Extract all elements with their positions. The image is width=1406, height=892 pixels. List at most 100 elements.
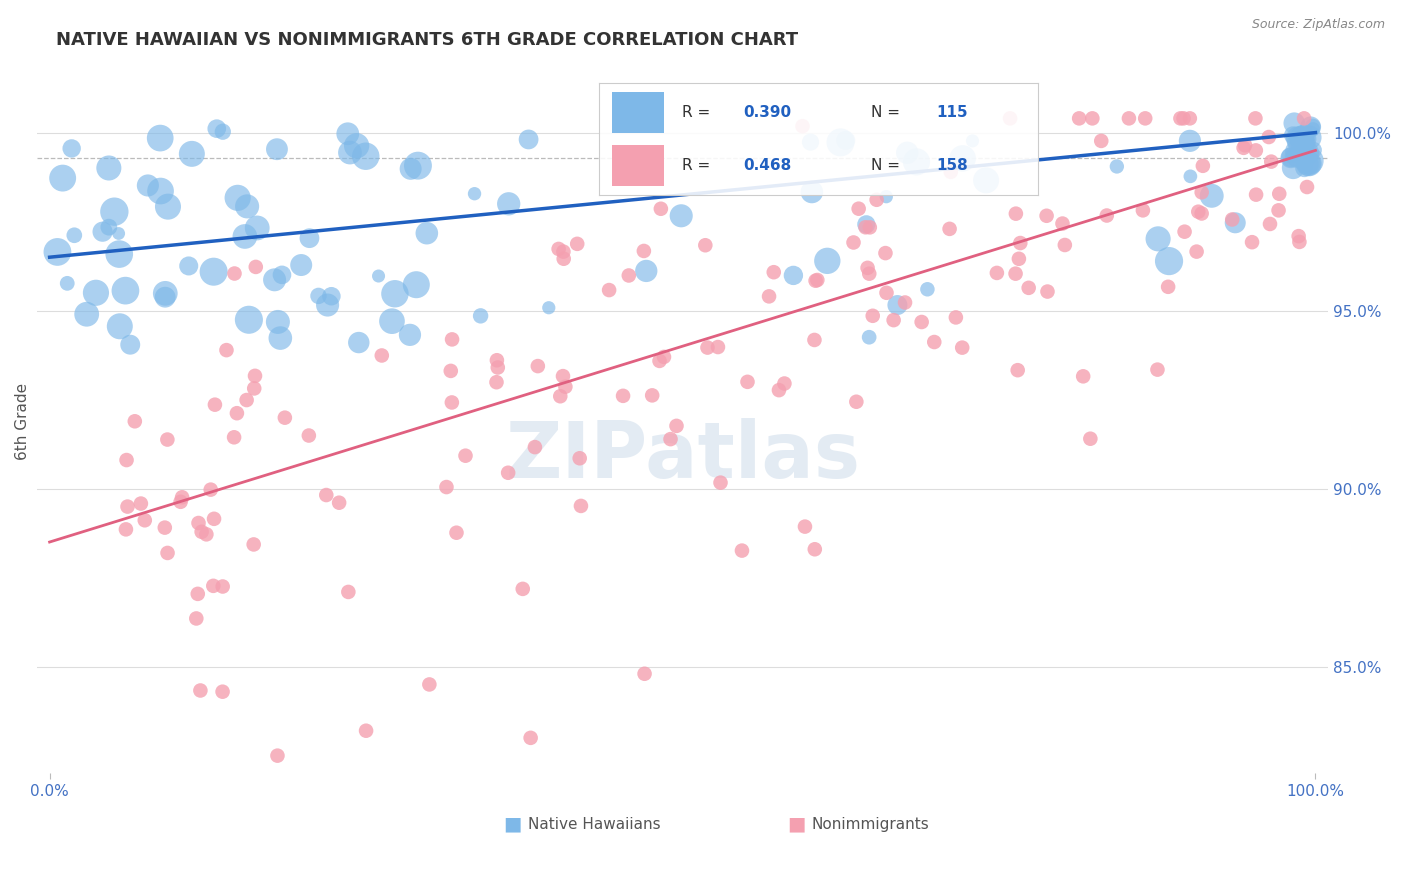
Point bbox=[896, 145, 918, 160]
Point bbox=[1232, 141, 1254, 155]
Point bbox=[103, 204, 125, 219]
Point bbox=[267, 315, 290, 329]
Point bbox=[1260, 154, 1282, 169]
Point bbox=[804, 542, 827, 557]
Point bbox=[517, 132, 540, 146]
Point bbox=[1302, 143, 1324, 157]
Point bbox=[290, 258, 312, 272]
Point bbox=[1244, 112, 1267, 126]
Point bbox=[485, 375, 508, 389]
Point bbox=[136, 178, 159, 193]
Point bbox=[1071, 369, 1094, 384]
Point bbox=[371, 349, 394, 363]
Point bbox=[1090, 134, 1112, 148]
Text: ZIPatlas: ZIPatlas bbox=[505, 418, 860, 494]
Point bbox=[498, 196, 520, 211]
Point bbox=[886, 298, 908, 312]
Point bbox=[859, 220, 882, 235]
Point bbox=[855, 220, 877, 235]
Point bbox=[107, 227, 129, 241]
Point bbox=[129, 497, 152, 511]
Point bbox=[911, 315, 934, 329]
Point bbox=[636, 264, 658, 278]
Point bbox=[1052, 217, 1074, 231]
Point bbox=[1010, 235, 1032, 250]
Point bbox=[211, 125, 233, 139]
Point bbox=[1135, 112, 1157, 126]
Point bbox=[470, 309, 492, 323]
Point bbox=[665, 418, 688, 433]
Point bbox=[1095, 209, 1118, 223]
Point bbox=[806, 273, 828, 287]
Text: NATIVE HAWAIIAN VS NONIMMIGRANTS 6TH GRADE CORRELATION CHART: NATIVE HAWAIIAN VS NONIMMIGRANTS 6TH GRA… bbox=[56, 31, 799, 49]
Point bbox=[399, 327, 422, 342]
Point bbox=[659, 432, 682, 446]
Point bbox=[1288, 235, 1310, 249]
Point bbox=[1292, 131, 1315, 145]
Point bbox=[1302, 120, 1324, 134]
Point bbox=[354, 723, 377, 738]
Point bbox=[1296, 156, 1319, 170]
Point bbox=[695, 238, 717, 252]
Point bbox=[512, 582, 534, 596]
Point bbox=[1286, 127, 1309, 141]
Text: ■: ■ bbox=[787, 814, 806, 834]
Point bbox=[120, 337, 142, 351]
Point bbox=[266, 748, 288, 763]
Point bbox=[266, 142, 288, 156]
Point bbox=[1295, 132, 1317, 146]
Point bbox=[418, 677, 440, 691]
Point bbox=[1285, 144, 1308, 158]
Point bbox=[1225, 216, 1247, 230]
Point bbox=[485, 353, 508, 368]
Point bbox=[464, 186, 486, 201]
Point bbox=[1036, 285, 1059, 299]
Point bbox=[153, 521, 176, 535]
Point bbox=[641, 388, 664, 402]
Point bbox=[1170, 112, 1192, 126]
Point bbox=[384, 286, 406, 301]
Point bbox=[202, 265, 225, 279]
Point bbox=[567, 236, 589, 251]
Point bbox=[800, 185, 823, 199]
Point bbox=[830, 136, 852, 150]
Point bbox=[848, 202, 870, 216]
Point bbox=[115, 453, 138, 467]
Point bbox=[381, 314, 404, 328]
Point bbox=[156, 546, 179, 560]
Point bbox=[115, 522, 138, 536]
Point bbox=[648, 354, 671, 368]
Point bbox=[974, 173, 997, 187]
Point bbox=[486, 360, 509, 375]
Point bbox=[1147, 232, 1170, 246]
Point bbox=[1288, 229, 1310, 244]
Point bbox=[243, 381, 266, 395]
Point bbox=[1279, 151, 1302, 165]
Point bbox=[339, 145, 361, 160]
Point bbox=[187, 516, 209, 530]
Point bbox=[222, 430, 245, 444]
Point bbox=[243, 368, 266, 383]
Point bbox=[1105, 160, 1128, 174]
Point bbox=[416, 226, 439, 240]
Point bbox=[950, 341, 973, 355]
Point bbox=[633, 666, 655, 681]
Point bbox=[905, 154, 928, 169]
Point bbox=[962, 134, 984, 148]
Point bbox=[998, 112, 1021, 126]
Point bbox=[149, 131, 172, 145]
Point bbox=[108, 319, 131, 334]
Point bbox=[202, 512, 225, 526]
Point bbox=[226, 406, 249, 420]
Point bbox=[205, 121, 228, 136]
Point bbox=[52, 171, 75, 186]
Point bbox=[405, 277, 427, 292]
Point bbox=[180, 146, 202, 161]
Point bbox=[537, 301, 560, 315]
Point bbox=[1294, 161, 1316, 175]
Point bbox=[242, 537, 264, 551]
Text: Native Hawaiians: Native Hawaiians bbox=[527, 817, 661, 831]
Point bbox=[156, 200, 179, 214]
Point bbox=[856, 260, 879, 275]
Point bbox=[108, 247, 131, 261]
